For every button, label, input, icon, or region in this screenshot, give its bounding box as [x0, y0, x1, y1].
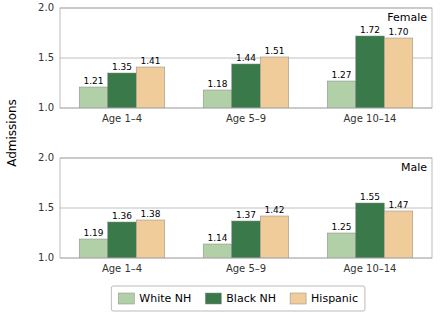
bar	[384, 211, 413, 258]
y-tick-label: 1.0	[38, 102, 54, 113]
plot-frame	[60, 158, 432, 258]
y-tick-label: 1.5	[38, 202, 54, 213]
x-tick-label: Age 5–9	[226, 263, 266, 274]
bar	[356, 36, 385, 108]
bar	[327, 81, 356, 108]
plot-frame	[60, 8, 432, 108]
x-tick-label: Age 10–14	[344, 113, 397, 124]
y-tick-label: 1.0	[38, 252, 54, 263]
y-axis-label: Admissions	[5, 99, 19, 167]
legend-frame	[111, 286, 365, 311]
data-label: 1.19	[83, 228, 103, 238]
y-tick-label: 1.5	[38, 52, 54, 63]
chart-container: 1.0 1.5 2.0 1.21 1.18 1.27 1.35 1.44 1.72 1.41 1.5…	[0, 0, 441, 330]
bar	[79, 239, 108, 258]
legend: White NH Black NH Hispanic	[111, 286, 365, 311]
data-label: 1.27	[331, 70, 351, 80]
bar	[203, 244, 232, 258]
bar	[327, 233, 356, 258]
x-tick-label: Age 10–14	[344, 263, 397, 274]
data-label: 1.70	[388, 27, 408, 37]
legend-label: Black NH	[226, 292, 276, 305]
bar	[108, 73, 137, 108]
x-tick-label: Age 1–4	[102, 113, 142, 124]
data-label: 1.37	[236, 210, 256, 220]
bar	[260, 57, 289, 108]
bar	[136, 220, 165, 258]
y-tick-label: 2.0	[38, 2, 54, 13]
data-label: 1.21	[83, 76, 103, 86]
data-label: 1.72	[360, 25, 380, 35]
subplot: 1.0 1.5 2.0 1.19 1.14 1.25 1.36 1.37 1.55 1.38 1.4…	[38, 152, 432, 274]
data-label: 1.47	[388, 200, 408, 210]
legend-label: Hispanic	[311, 292, 358, 305]
bars	[79, 36, 413, 108]
bar	[203, 90, 232, 108]
x-tick-label: Age 1–4	[102, 263, 142, 274]
data-label: 1.36	[112, 211, 132, 221]
bar	[232, 221, 261, 258]
bar	[384, 38, 413, 108]
chart-svg: 1.0 1.5 2.0 1.21 1.18 1.27 1.35 1.44 1.72 1.41 1.5…	[0, 0, 441, 330]
bar	[356, 203, 385, 258]
bars	[79, 203, 413, 258]
data-label: 1.55	[360, 192, 380, 202]
legend-swatch	[205, 293, 221, 304]
data-labels: 1.21 1.18 1.27 1.35 1.44 1.72 1.41 1.51 1.70	[83, 25, 408, 89]
x-tick-label: Age 5–9	[226, 113, 266, 124]
bar	[136, 67, 165, 108]
legend-swatch	[290, 293, 306, 304]
data-label: 1.35	[112, 62, 132, 72]
data-labels: 1.19 1.14 1.25 1.36 1.37 1.55 1.38 1.42 1.47	[83, 192, 408, 243]
bar	[260, 216, 289, 258]
bar	[108, 222, 137, 258]
plot-background	[60, 158, 432, 258]
data-label: 1.14	[207, 233, 227, 243]
bar	[232, 64, 261, 108]
data-label: 1.44	[236, 53, 256, 63]
bar	[79, 87, 108, 108]
legend-label: White NH	[139, 292, 191, 305]
y-tick-label: 2.0	[38, 152, 54, 163]
subplot: 1.0 1.5 2.0 1.21 1.18 1.27 1.35 1.44 1.72 1.41 1.5…	[38, 2, 432, 124]
data-label: 1.42	[264, 205, 284, 215]
panel-title: Male	[401, 161, 427, 174]
plot-background	[60, 8, 432, 108]
data-label: 1.18	[207, 79, 227, 89]
data-label: 1.25	[331, 222, 351, 232]
data-label: 1.41	[140, 56, 160, 66]
panel-title: Female	[387, 11, 427, 24]
data-label: 1.38	[140, 209, 160, 219]
data-label: 1.51	[264, 46, 284, 56]
legend-swatch	[118, 293, 134, 304]
